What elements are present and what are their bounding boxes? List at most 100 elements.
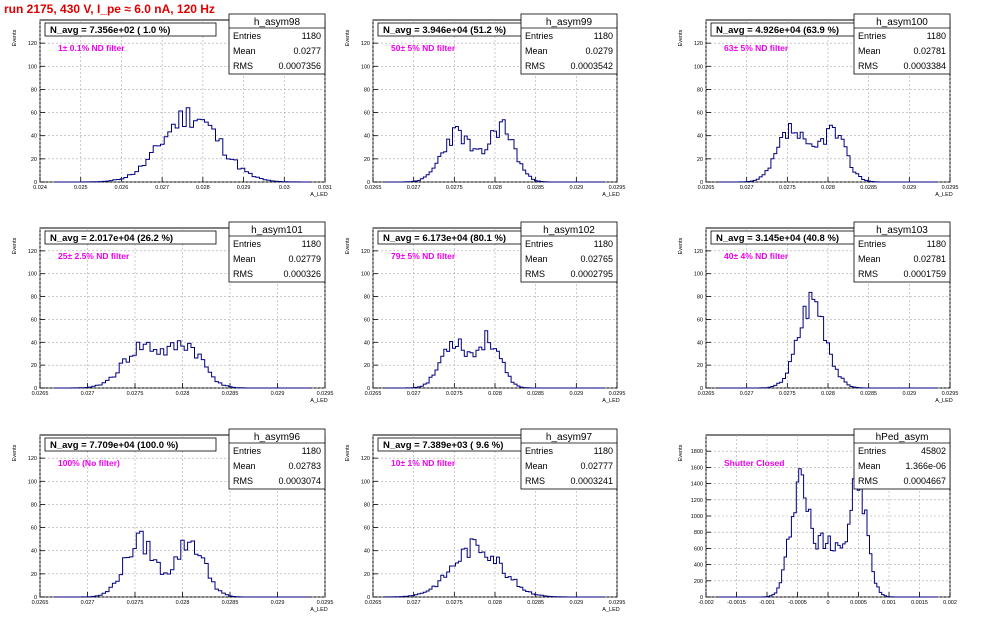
x-tick-label: 0.0265 <box>698 185 715 191</box>
stat-label: RMS <box>525 476 545 486</box>
x-tick-label: 0.029 <box>271 391 285 397</box>
x-axis-label: A_LED <box>310 607 327 613</box>
y-tick-label: 0 <box>34 595 37 601</box>
y-tick-label: 120 <box>694 41 703 47</box>
y-tick-label: 100 <box>361 64 370 70</box>
stat-label: Mean <box>233 461 256 471</box>
histogram-title: h_asym98 <box>254 17 301 28</box>
y-tick-label: 60 <box>697 317 703 323</box>
stat-label: RMS <box>525 269 545 279</box>
stat-box <box>228 428 326 490</box>
x-tick-label: 0.0275 <box>446 391 463 397</box>
y-tick-label: 120 <box>28 456 37 462</box>
filter-annotation: 1± 0.1% ND filter <box>58 43 125 53</box>
histogram-pad-h_asym96: 0.0265 0.027 0.0275 0.028 0.0285 0.029 0.0295 0… <box>12 428 334 613</box>
y-tick-label: 100 <box>28 64 37 70</box>
x-axis-label: A_LED <box>935 192 952 198</box>
y-tick-label: 120 <box>28 41 37 47</box>
histogram-series <box>385 330 605 389</box>
stat-label: Mean <box>525 461 548 471</box>
y-tick-label: 80 <box>697 87 703 93</box>
y-tick-label: 40 <box>31 134 37 140</box>
navg-box <box>44 22 217 37</box>
x-tick-label: -0.0005 <box>788 600 807 606</box>
histogram-series <box>385 119 605 183</box>
y-tick-label: 120 <box>694 249 703 255</box>
y-tick-label: 40 <box>364 134 370 140</box>
x-tick-label: 0.029 <box>569 600 583 606</box>
x-tick-label: 0.0295 <box>942 185 959 191</box>
x-tick-label: 0.029 <box>271 600 285 606</box>
stat-label: Entries <box>525 239 554 249</box>
y-tick-label: 80 <box>364 295 370 301</box>
x-tick-label: 0.026 <box>115 185 129 191</box>
x-axis-label: A_LED <box>602 192 619 198</box>
stat-box <box>853 13 951 75</box>
histogram-pad-h_asym100: 0.0265 0.027 0.0275 0.028 0.0285 0.029 0.0295 0… <box>678 13 959 198</box>
y-tick-label: 400 <box>694 563 703 569</box>
histogram-title: h_asym96 <box>254 432 301 443</box>
x-tick-label: 0 <box>826 600 829 606</box>
y-axis-label: Events <box>678 29 684 46</box>
x-tick-label: 0.0275 <box>446 185 463 191</box>
stat-label: Entries <box>858 31 887 41</box>
histogram-pad-h_asym98: 0.024 0.025 0.026 0.027 0.028 0.029 0.03 0.031 0… <box>12 13 332 198</box>
y-tick-label: 0 <box>367 386 370 392</box>
y-tick-label: 20 <box>697 363 703 369</box>
x-tick-label: 0.0295 <box>942 391 959 397</box>
histogram-series <box>54 530 311 598</box>
stat-value: 0.02779 <box>288 254 321 264</box>
x-tick-label: 0.0285 <box>527 185 544 191</box>
y-tick-label: 1400 <box>691 482 703 488</box>
stat-label: Mean <box>233 46 256 56</box>
y-axis-label: Events <box>678 237 684 254</box>
histogram-pad-h_asym102: 0.0265 0.027 0.0275 0.028 0.0285 0.029 0.0295 0… <box>345 221 626 404</box>
y-tick-label: 100 <box>694 272 703 278</box>
y-tick-label: 100 <box>361 272 370 278</box>
histogram-title: h_asym102 <box>543 225 595 236</box>
y-tick-label: 80 <box>364 502 370 508</box>
navg-label: N_avg = 7.356e+02 ( 1.0 %) <box>50 25 170 36</box>
x-tick-label: 0.0275 <box>127 391 144 397</box>
x-axis-label: A_LED <box>935 398 952 404</box>
x-tick-label: 0.0005 <box>850 600 867 606</box>
stat-box <box>520 13 618 75</box>
histogram-pad-h_asym97: 0.0265 0.027 0.0275 0.028 0.0285 0.029 0.0295 0… <box>345 428 625 613</box>
y-tick-label: 0 <box>367 180 370 186</box>
x-tick-label: 0.002 <box>943 600 957 606</box>
y-tick-label: 40 <box>697 340 703 346</box>
navg-box <box>44 437 217 452</box>
stat-value: 0.0003241 <box>570 476 613 486</box>
y-tick-label: 60 <box>31 317 37 323</box>
stat-value: 1180 <box>594 31 613 41</box>
stat-label: Mean <box>858 461 881 471</box>
histogram-series <box>718 123 938 183</box>
y-tick-label: 20 <box>364 363 370 369</box>
x-tick-label: 0.03 <box>279 185 290 191</box>
y-tick-label: 60 <box>364 111 370 117</box>
y-tick-label: 1000 <box>691 514 703 520</box>
stat-label: Entries <box>858 239 887 249</box>
x-tick-label: 0.0285 <box>222 600 239 606</box>
y-tick-label: 100 <box>28 479 37 485</box>
x-tick-label: 0.027 <box>81 391 95 397</box>
stat-label: Entries <box>233 446 262 456</box>
y-tick-label: 1600 <box>691 465 703 471</box>
stat-value: 0.02783 <box>288 461 321 471</box>
x-axis-label: A_LED <box>310 192 327 198</box>
y-tick-label: 60 <box>31 526 37 532</box>
filter-annotation: 63± 5% ND filter <box>724 43 789 53</box>
x-tick-label: 0.0295 <box>317 600 334 606</box>
y-tick-label: 20 <box>31 363 37 369</box>
navg-label: N_avg = 7.709e+04 (100.0 %) <box>50 440 178 451</box>
x-tick-label: 0.027 <box>155 185 169 191</box>
x-tick-label: 0.0295 <box>609 391 626 397</box>
y-axis-label: Events <box>12 237 18 254</box>
stat-label: Entries <box>525 31 554 41</box>
x-tick-label: 0.001 <box>882 600 896 606</box>
stat-value: 0.02777 <box>580 461 613 471</box>
y-tick-label: 0 <box>700 180 703 186</box>
histogram-title: h_asym99 <box>546 17 593 28</box>
stat-label: Mean <box>525 254 548 264</box>
